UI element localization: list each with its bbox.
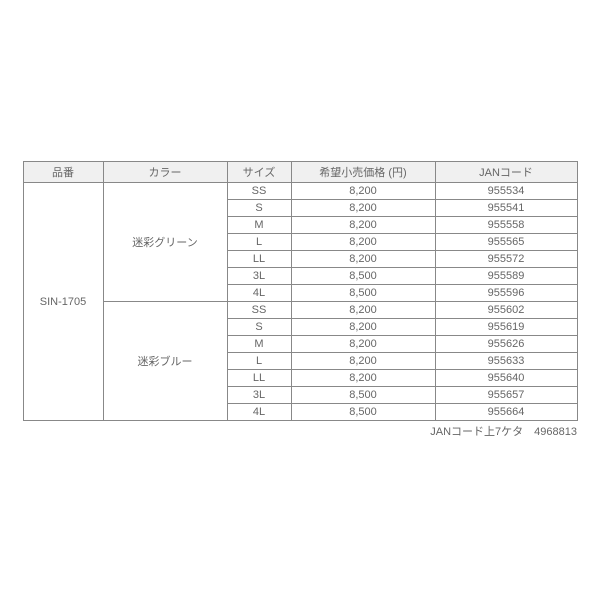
cell-size: M: [227, 217, 291, 234]
cell-size: 4L: [227, 404, 291, 421]
cell-size: LL: [227, 251, 291, 268]
table-header-row: 品番 カラー サイズ 希望小売価格 (円) JANコード: [23, 162, 577, 183]
cell-price: 8,200: [291, 183, 435, 200]
cell-jan: 955602: [435, 302, 577, 319]
cell-jan: 955626: [435, 336, 577, 353]
cell-jan: 955541: [435, 200, 577, 217]
cell-size: SS: [227, 302, 291, 319]
cell-color: 迷彩ブルー: [103, 302, 227, 421]
cell-jan: 955572: [435, 251, 577, 268]
cell-size: L: [227, 353, 291, 370]
cell-price: 8,200: [291, 234, 435, 251]
cell-size: L: [227, 234, 291, 251]
cell-size: SS: [227, 183, 291, 200]
cell-price: 8,200: [291, 319, 435, 336]
hdr-size: サイズ: [227, 162, 291, 183]
cell-price: 8,500: [291, 387, 435, 404]
cell-size: 3L: [227, 387, 291, 404]
hdr-jan: JANコード: [435, 162, 577, 183]
cell-size: M: [227, 336, 291, 353]
cell-jan: 955633: [435, 353, 577, 370]
table-body: SIN-1705迷彩グリーンSS8,200955534S8,200955541M…: [23, 183, 577, 421]
cell-jan: 955664: [435, 404, 577, 421]
cell-jan: 955619: [435, 319, 577, 336]
cell-color: 迷彩グリーン: [103, 183, 227, 302]
cell-size: S: [227, 319, 291, 336]
cell-size: LL: [227, 370, 291, 387]
cell-jan: 955657: [435, 387, 577, 404]
cell-jan: 955596: [435, 285, 577, 302]
cell-jan: 955640: [435, 370, 577, 387]
cell-jan: 955589: [435, 268, 577, 285]
table-row: SIN-1705迷彩グリーンSS8,200955534: [23, 183, 577, 200]
cell-price: 8,200: [291, 200, 435, 217]
cell-price: 8,500: [291, 285, 435, 302]
cell-size: 4L: [227, 285, 291, 302]
cell-size: 3L: [227, 268, 291, 285]
hdr-color: カラー: [103, 162, 227, 183]
hdr-price: 希望小売価格 (円): [291, 162, 435, 183]
cell-size: S: [227, 200, 291, 217]
table-row: 迷彩ブルーSS8,200955602: [23, 302, 577, 319]
cell-price: 8,200: [291, 353, 435, 370]
cell-price: 8,200: [291, 336, 435, 353]
cell-price: 8,200: [291, 302, 435, 319]
cell-price: 8,500: [291, 404, 435, 421]
cell-price: 8,200: [291, 370, 435, 387]
product-table: 品番 カラー サイズ 希望小売価格 (円) JANコード SIN-1705迷彩グ…: [23, 161, 578, 421]
cell-jan: 955534: [435, 183, 577, 200]
cell-product: SIN-1705: [23, 183, 103, 421]
cell-jan: 955558: [435, 217, 577, 234]
hdr-product: 品番: [23, 162, 103, 183]
cell-price: 8,200: [291, 217, 435, 234]
cell-price: 8,500: [291, 268, 435, 285]
cell-jan: 955565: [435, 234, 577, 251]
cell-price: 8,200: [291, 251, 435, 268]
jan-footnote: JANコード上7ケタ 4968813: [23, 423, 577, 439]
